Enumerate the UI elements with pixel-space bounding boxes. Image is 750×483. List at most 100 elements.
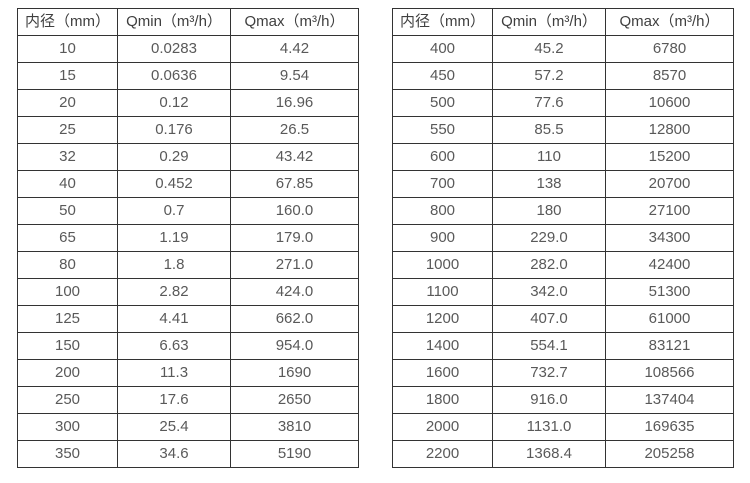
diameter-cell: 2000	[392, 413, 493, 441]
qmax-cell: 3810	[230, 413, 359, 441]
qmin-cell: 732.7	[492, 359, 606, 387]
diameter-cell: 600	[392, 143, 493, 171]
qmin-cell: 45.2	[492, 35, 606, 63]
qmax-cell: 67.85	[230, 170, 359, 198]
qmin-cell: 77.6	[492, 89, 606, 117]
qmax-cell: 169635	[605, 413, 734, 441]
diameter-cell: 400	[392, 35, 493, 63]
table-row: 100 2.82 424.0	[17, 278, 359, 306]
diameter-cell: 125	[17, 305, 118, 333]
qmin-cell: 554.1	[492, 332, 606, 360]
qmax-cell: 662.0	[230, 305, 359, 333]
table-row: 450 57.2 8570	[392, 62, 734, 90]
diameter-cell: 80	[17, 251, 118, 279]
table-row: 1800 916.0 137404	[392, 386, 734, 414]
column-header-qmin: Qmin（m³/h）	[492, 8, 606, 36]
qmax-cell: 9.54	[230, 62, 359, 90]
qmax-cell: 424.0	[230, 278, 359, 306]
diameter-cell: 250	[17, 386, 118, 414]
qmax-cell: 4.42	[230, 35, 359, 63]
table-row: 300 25.4 3810	[17, 413, 359, 441]
diameter-cell: 10	[17, 35, 118, 63]
qmax-cell: 26.5	[230, 116, 359, 144]
qmax-cell: 5190	[230, 440, 359, 468]
diameter-cell: 20	[17, 89, 118, 117]
diameter-cell: 900	[392, 224, 493, 252]
column-header-qmax: Qmax（m³/h）	[605, 8, 734, 36]
qmax-cell: 16.96	[230, 89, 359, 117]
qmin-cell: 85.5	[492, 116, 606, 144]
qmin-cell: 138	[492, 170, 606, 198]
table-row: 150 6.63 954.0	[17, 332, 359, 360]
table-row: 1100 342.0 51300	[392, 278, 734, 306]
qmax-cell: 1690	[230, 359, 359, 387]
diameter-cell: 50	[17, 197, 118, 225]
table-row: 50 0.7 160.0	[17, 197, 359, 225]
diameter-cell: 200	[17, 359, 118, 387]
diameter-cell: 40	[17, 170, 118, 198]
qmax-cell: 205258	[605, 440, 734, 468]
qmin-cell: 1.19	[117, 224, 231, 252]
diameter-cell: 1200	[392, 305, 493, 333]
diameter-cell: 65	[17, 224, 118, 252]
flow-spec-table-small-diameters: 内径（mm） Qmin（m³/h） Qmax（m³/h） 10 0.0283 4.42 15…	[17, 8, 359, 468]
diameter-cell: 1400	[392, 332, 493, 360]
qmin-cell: 0.0283	[117, 35, 231, 63]
table-row: 25 0.176 26.5	[17, 116, 359, 144]
column-header-diameter: 内径（mm）	[392, 8, 493, 36]
qmin-cell: 0.29	[117, 143, 231, 171]
qmin-cell: 229.0	[492, 224, 606, 252]
diameter-cell: 1600	[392, 359, 493, 387]
table-row: 1600 732.7 108566	[392, 359, 734, 387]
table-row: 500 77.6 10600	[392, 89, 734, 117]
qmax-cell: 6780	[605, 35, 734, 63]
column-header-qmin: Qmin（m³/h）	[117, 8, 231, 36]
qmin-cell: 0.7	[117, 197, 231, 225]
table-row: 250 17.6 2650	[17, 386, 359, 414]
diameter-cell: 25	[17, 116, 118, 144]
qmax-cell: 2650	[230, 386, 359, 414]
qmax-cell: 137404	[605, 386, 734, 414]
header-row: 内径（mm） Qmin（m³/h） Qmax（m³/h）	[392, 8, 734, 36]
qmin-cell: 916.0	[492, 386, 606, 414]
table-row: 65 1.19 179.0	[17, 224, 359, 252]
qmax-cell: 20700	[605, 170, 734, 198]
table-row: 20 0.12 16.96	[17, 89, 359, 117]
flow-spec-table-large-diameters: 内径（mm） Qmin（m³/h） Qmax（m³/h） 400 45.2 6780 450…	[392, 8, 734, 468]
table-row: 1000 282.0 42400	[392, 251, 734, 279]
qmax-cell: 160.0	[230, 197, 359, 225]
table-row: 350 34.6 5190	[17, 440, 359, 468]
qmax-cell: 12800	[605, 116, 734, 144]
diameter-cell: 15	[17, 62, 118, 90]
table-row: 125 4.41 662.0	[17, 305, 359, 333]
qmax-cell: 42400	[605, 251, 734, 279]
qmax-cell: 10600	[605, 89, 734, 117]
qmax-cell: 83121	[605, 332, 734, 360]
diameter-cell: 100	[17, 278, 118, 306]
qmin-cell: 1131.0	[492, 413, 606, 441]
diameter-cell: 450	[392, 62, 493, 90]
qmax-cell: 61000	[605, 305, 734, 333]
table-row: 40 0.452 67.85	[17, 170, 359, 198]
qmin-cell: 0.0636	[117, 62, 231, 90]
qmin-cell: 282.0	[492, 251, 606, 279]
qmin-cell: 342.0	[492, 278, 606, 306]
table-row: 800 180 27100	[392, 197, 734, 225]
qmax-cell: 51300	[605, 278, 734, 306]
column-header-diameter: 内径（mm）	[17, 8, 118, 36]
qmin-cell: 180	[492, 197, 606, 225]
table-row: 900 229.0 34300	[392, 224, 734, 252]
diameter-cell: 1100	[392, 278, 493, 306]
diameter-cell: 150	[17, 332, 118, 360]
table-row: 1400 554.1 83121	[392, 332, 734, 360]
qmin-cell: 2.82	[117, 278, 231, 306]
diameter-cell: 800	[392, 197, 493, 225]
qmin-cell: 11.3	[117, 359, 231, 387]
qmin-cell: 1368.4	[492, 440, 606, 468]
qmin-cell: 6.63	[117, 332, 231, 360]
qmin-cell: 1.8	[117, 251, 231, 279]
diameter-cell: 550	[392, 116, 493, 144]
diameter-cell: 300	[17, 413, 118, 441]
qmax-cell: 8570	[605, 62, 734, 90]
table-row: 2200 1368.4 205258	[392, 440, 734, 468]
